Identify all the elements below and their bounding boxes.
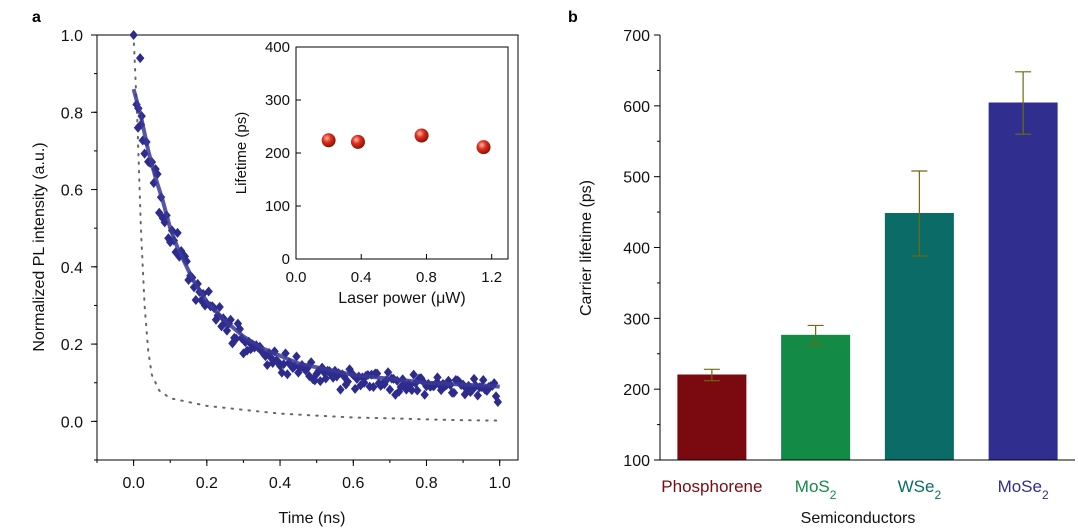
decay-data-point xyxy=(129,30,138,40)
bar-chart-xlabel: Semiconductors xyxy=(801,510,916,527)
decay-plot-ylabel: Normalized PL intensity (a.u.) xyxy=(31,142,48,351)
inset-lifetime-point xyxy=(414,128,429,143)
inset-x-tick-label: 0.0 xyxy=(286,269,307,286)
inset-lifetime-point xyxy=(476,140,491,155)
decay-plot: 0.0 0.2 0.4 0.6 0.8 1.0 0.0 0.2 0.4 0.6 0.8 1.0 Tim… xyxy=(31,28,519,527)
y-tick-label: 1.0 xyxy=(61,28,83,45)
decay-data-point xyxy=(385,384,395,395)
decay-data-point xyxy=(493,397,503,408)
category-label: MoSe2 xyxy=(998,477,1049,502)
bar xyxy=(988,102,1058,461)
decay-data-point xyxy=(133,122,143,133)
decay-data-point xyxy=(204,286,213,297)
bar-y-tick-label: 400 xyxy=(623,241,650,258)
decay-data-point xyxy=(292,351,301,362)
decay-data-point xyxy=(140,148,149,159)
decay-data-point xyxy=(135,53,145,64)
decay-data-point xyxy=(479,375,488,386)
panel-label-b: b xyxy=(568,9,578,26)
lifetime-bar-chart: 100 200 300 400 500 600 700 Phosphorene MoS2 WSe… xyxy=(578,28,1075,527)
bar-y-tick-label: 600 xyxy=(623,99,650,116)
decay-data-point xyxy=(175,251,184,262)
decay-data-point xyxy=(407,385,417,396)
inset-y-tick-label: 200 xyxy=(265,145,290,162)
decay-data-point xyxy=(420,389,429,400)
x-tick-label: 0.6 xyxy=(342,475,364,492)
inset-lifetime-point xyxy=(350,134,365,149)
x-tick-label: 0.4 xyxy=(269,475,291,492)
inset-xlabel: Laser power (μW) xyxy=(338,290,465,307)
decay-data-point xyxy=(191,295,201,306)
decay-data-point xyxy=(433,372,442,383)
bar-chart-ylabel: Carrier lifetime (ps) xyxy=(578,180,595,316)
category-label: Phosphorene xyxy=(661,477,762,496)
decay-data-point xyxy=(413,385,422,396)
decay-data-point xyxy=(233,318,243,329)
inset-x-tick-label: 0.4 xyxy=(351,269,372,286)
decay-data-point xyxy=(369,381,378,392)
bar-y-tick-label: 500 xyxy=(623,170,650,187)
decay-data-point xyxy=(321,373,331,384)
inset-x-tick-label: 1.2 xyxy=(481,269,502,286)
inset-y-tick-label: 0 xyxy=(282,251,290,268)
inset-x-tick-label: 0.8 xyxy=(416,269,437,286)
y-tick-label: 0.8 xyxy=(61,105,83,122)
decay-data-point xyxy=(239,348,248,359)
category-label: MoS2 xyxy=(795,477,837,502)
inset-lifetime-point xyxy=(321,133,336,148)
bar xyxy=(781,334,851,461)
bar-y-tick-label: 700 xyxy=(623,28,650,45)
bar-y-tick-label: 200 xyxy=(623,382,650,399)
decay-data-point xyxy=(231,333,241,344)
inset-y-tick-label: 400 xyxy=(265,39,290,56)
irf-dotted-line xyxy=(132,34,501,422)
category-label: WSe2 xyxy=(898,477,942,502)
inset-y-tick-label: 100 xyxy=(265,198,290,215)
x-tick-label: 0.0 xyxy=(122,475,144,492)
bar-y-tick-label: 300 xyxy=(623,311,650,328)
decay-data-point xyxy=(409,369,418,380)
x-tick-label: 0.8 xyxy=(415,475,437,492)
y-tick-label: 0.4 xyxy=(61,260,83,277)
bar xyxy=(677,374,747,461)
decay-data-point xyxy=(343,376,352,387)
decay-data-point xyxy=(151,164,160,175)
decay-data-point xyxy=(283,369,292,380)
y-tick-label: 0.2 xyxy=(61,337,83,354)
inset-y-tick-label: 300 xyxy=(265,92,290,109)
x-tick-label: 1.0 xyxy=(489,475,511,492)
panel-label-a: a xyxy=(32,9,41,26)
decay-data-point xyxy=(383,367,393,378)
decay-data-point xyxy=(350,383,360,394)
decay-data-point xyxy=(180,251,190,262)
x-tick-label: 0.2 xyxy=(196,475,218,492)
decay-plot-xlabel: Time (ns) xyxy=(279,510,346,527)
decay-data-point xyxy=(473,390,482,401)
decay-fit-curve xyxy=(131,88,500,389)
y-tick-label: 0.6 xyxy=(61,183,83,200)
decay-data-point xyxy=(215,302,224,312)
inset-plot-frame xyxy=(295,46,509,260)
decay-data-point xyxy=(336,384,345,395)
bar-y-tick-label: 100 xyxy=(623,453,650,470)
inset-lifetime-plot: 0.0 0.4 0.8 1.2 0 100 200 300 400 Laser power (μ… xyxy=(233,39,509,307)
y-tick-label: 0.0 xyxy=(61,414,83,431)
decay-data-point xyxy=(173,227,182,238)
decay-plot-frame xyxy=(96,34,519,461)
decay-data-point xyxy=(449,387,459,398)
decay-data-point xyxy=(226,314,235,325)
inset-ylabel: Lifetime (ps) xyxy=(233,112,250,195)
